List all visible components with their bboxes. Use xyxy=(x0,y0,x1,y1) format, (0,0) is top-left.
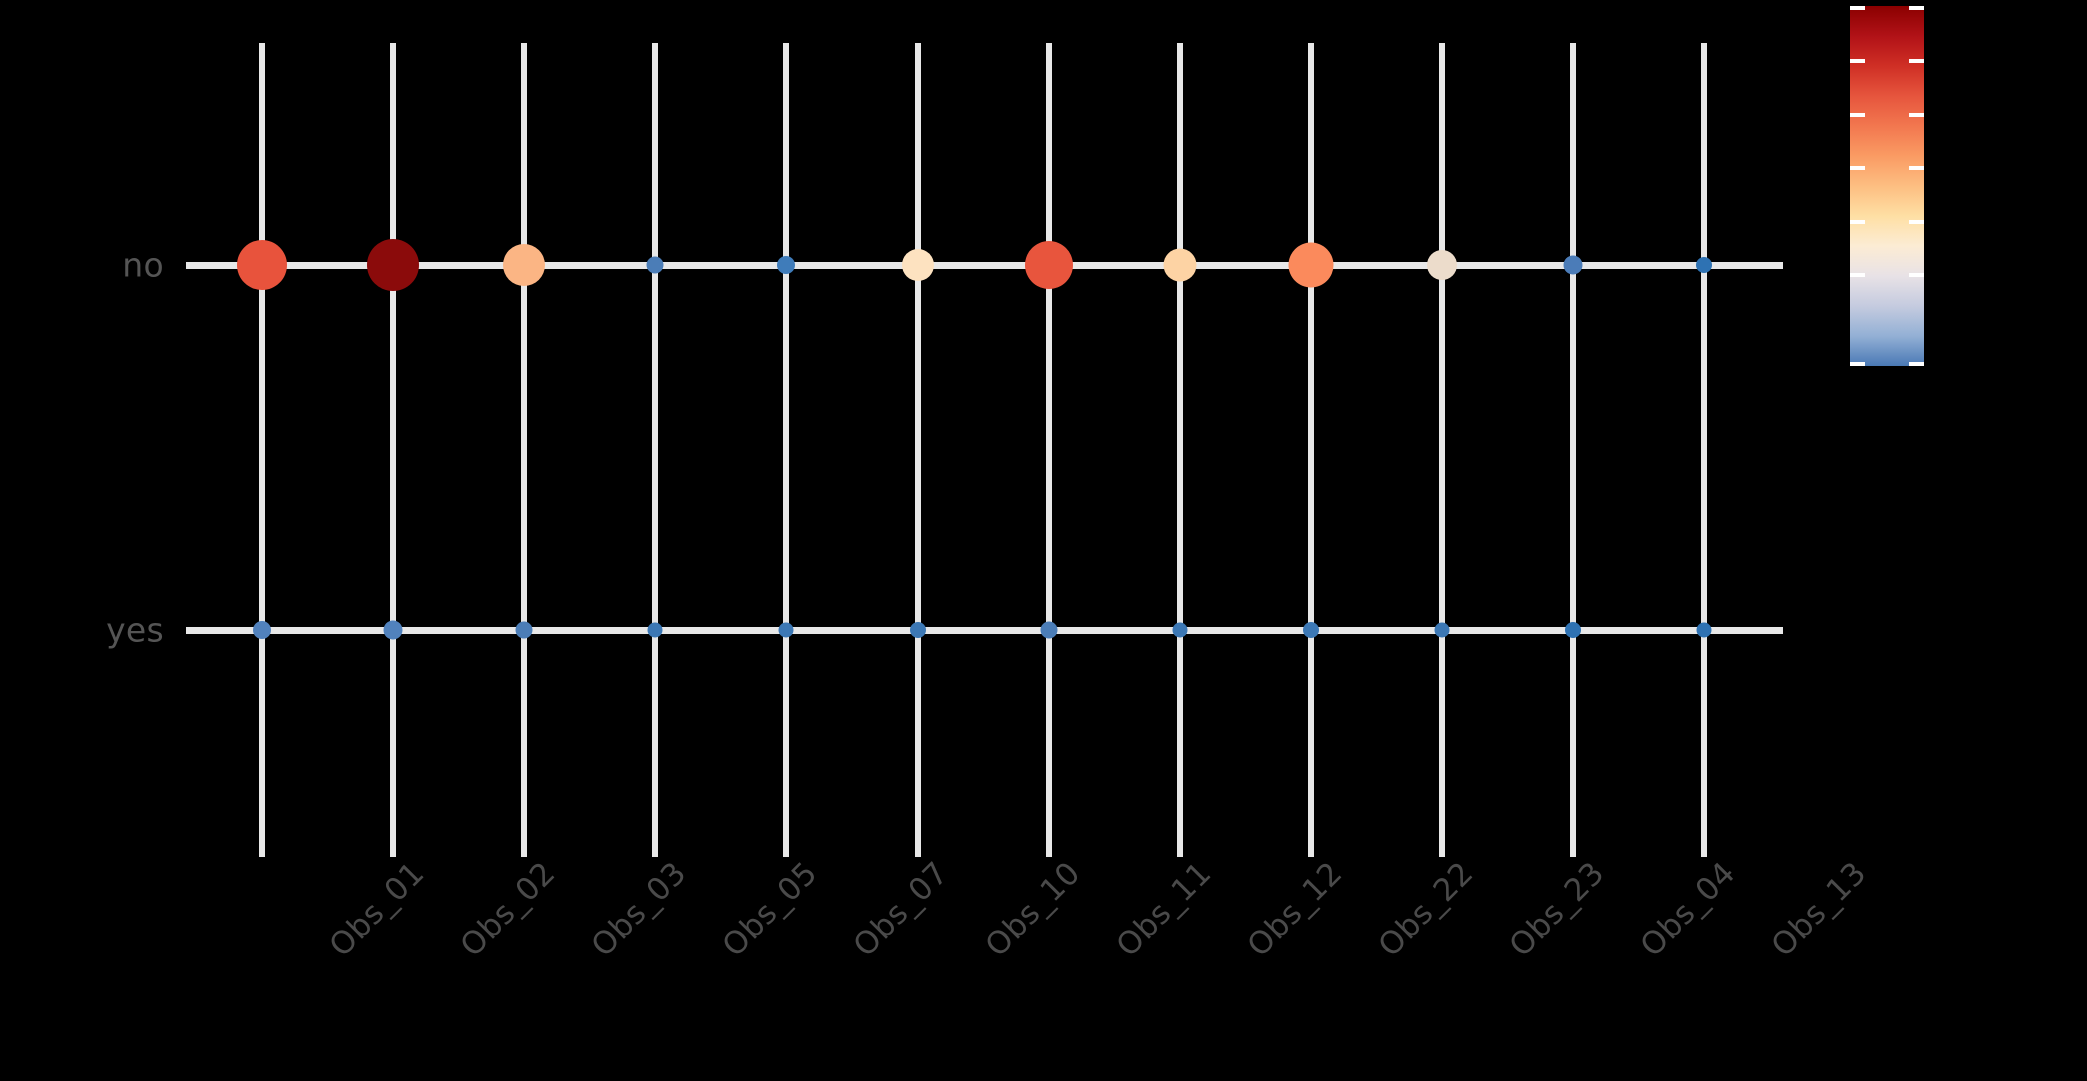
colorbar-tick xyxy=(1909,362,1924,366)
colorbar-tick xyxy=(1850,166,1865,170)
x-axis-label-obs_02: Obs_02 xyxy=(453,855,563,965)
colorbar-tick xyxy=(1909,273,1924,277)
bubble-yes-obs_07[interactable] xyxy=(778,622,794,638)
bubble-no-obs_07[interactable] xyxy=(777,256,796,274)
x-axis-tick xyxy=(1045,847,1052,857)
colorbar-tick xyxy=(1909,166,1924,170)
bubble-no-obs_22[interactable] xyxy=(1288,242,1334,288)
row-line-no xyxy=(186,262,1783,269)
colorbar-tick xyxy=(1850,6,1865,10)
gridline-vertical xyxy=(521,43,528,847)
colorbar-tick xyxy=(1850,362,1865,366)
colorbar-tick xyxy=(1850,59,1865,63)
x-axis-label-obs_01: Obs_01 xyxy=(322,855,432,965)
gridline-vertical xyxy=(1701,43,1708,847)
bubble-no-obs_13[interactable] xyxy=(1696,257,1713,273)
colorbar-gradient xyxy=(1850,6,1924,366)
bubble-no-obs_02[interactable] xyxy=(367,239,420,291)
bubble-yes-obs_04[interactable] xyxy=(1565,622,1581,638)
bubble-no-obs_04[interactable] xyxy=(1563,255,1583,275)
colorbar-tick xyxy=(1850,113,1865,117)
bubble-no-obs_03[interactable] xyxy=(503,244,546,286)
bubble-yes-obs_12[interactable] xyxy=(1172,622,1188,638)
x-axis-tick xyxy=(1570,847,1576,857)
x-axis-label-obs_12: Obs_12 xyxy=(1240,855,1350,965)
x-axis-label-obs_23: Obs_23 xyxy=(1502,855,1612,965)
x-axis-tick xyxy=(652,847,659,857)
x-axis-label-obs_13: Obs_13 xyxy=(1764,855,1874,965)
row-line-yes xyxy=(186,627,1783,634)
gridline-vertical xyxy=(259,43,265,847)
bubble-yes-obs_22[interactable] xyxy=(1302,622,1319,638)
gridline-vertical xyxy=(1045,43,1052,847)
bubble-yes-obs_23[interactable] xyxy=(1434,622,1450,638)
x-axis-tick xyxy=(1176,847,1183,857)
x-axis-label-obs_05: Obs_05 xyxy=(715,855,825,965)
bubble-yes-obs_13[interactable] xyxy=(1696,622,1712,638)
colorbar-tick xyxy=(1909,59,1924,63)
bubble-no-obs_01[interactable] xyxy=(237,240,287,290)
colorbar-tick xyxy=(1909,6,1924,10)
colorbar-tick xyxy=(1850,273,1865,277)
x-axis-label-obs_11: Obs_11 xyxy=(1109,855,1219,965)
gridline-vertical xyxy=(652,43,659,847)
gridline-vertical xyxy=(783,43,790,847)
gridline-vertical xyxy=(1570,43,1576,847)
x-axis-label-obs_03: Obs_03 xyxy=(584,855,694,965)
bubble-no-obs_12[interactable] xyxy=(1163,248,1197,282)
colorbar-tick xyxy=(1850,220,1865,224)
y-axis-label-yes: yes xyxy=(106,610,164,650)
x-axis-tick xyxy=(914,847,921,857)
colorbar xyxy=(1850,6,1924,366)
bubble-no-obs_23[interactable] xyxy=(1426,250,1457,280)
x-axis-tick xyxy=(783,847,790,857)
x-axis-tick xyxy=(1307,847,1314,857)
x-axis-tick xyxy=(259,847,265,857)
x-axis-label-obs_04: Obs_04 xyxy=(1633,855,1743,965)
bubble-yes-obs_01[interactable] xyxy=(253,621,271,639)
bubble-yes-obs_11[interactable] xyxy=(1040,621,1058,639)
x-axis-label-obs_10: Obs_10 xyxy=(978,855,1088,965)
colorbar-tick xyxy=(1909,113,1924,117)
colorbar-tick xyxy=(1909,220,1924,224)
gridline-vertical xyxy=(914,43,921,847)
x-axis-tick xyxy=(521,847,528,857)
gridline-vertical xyxy=(390,43,397,847)
x-axis-tick xyxy=(1701,847,1708,857)
gridline-vertical xyxy=(1307,43,1314,847)
bubble-yes-obs_02[interactable] xyxy=(383,620,403,640)
bubble-yes-obs_03[interactable] xyxy=(515,621,533,639)
bubble-no-obs_10[interactable] xyxy=(901,249,934,281)
x-axis-label-obs_22: Obs_22 xyxy=(1371,855,1481,965)
gridline-vertical xyxy=(1176,43,1183,847)
bubble-no-obs_05[interactable] xyxy=(646,256,664,274)
bubble-yes-obs_10[interactable] xyxy=(909,622,926,638)
x-axis-tick xyxy=(390,847,397,857)
y-axis-label-no: no xyxy=(122,245,164,285)
bubble-yes-obs_05[interactable] xyxy=(647,622,663,638)
gridline-vertical xyxy=(1438,43,1445,847)
x-axis-tick xyxy=(1438,847,1445,857)
x-axis-label-obs_07: Obs_07 xyxy=(847,855,957,965)
bubble-no-obs_11[interactable] xyxy=(1024,241,1073,289)
